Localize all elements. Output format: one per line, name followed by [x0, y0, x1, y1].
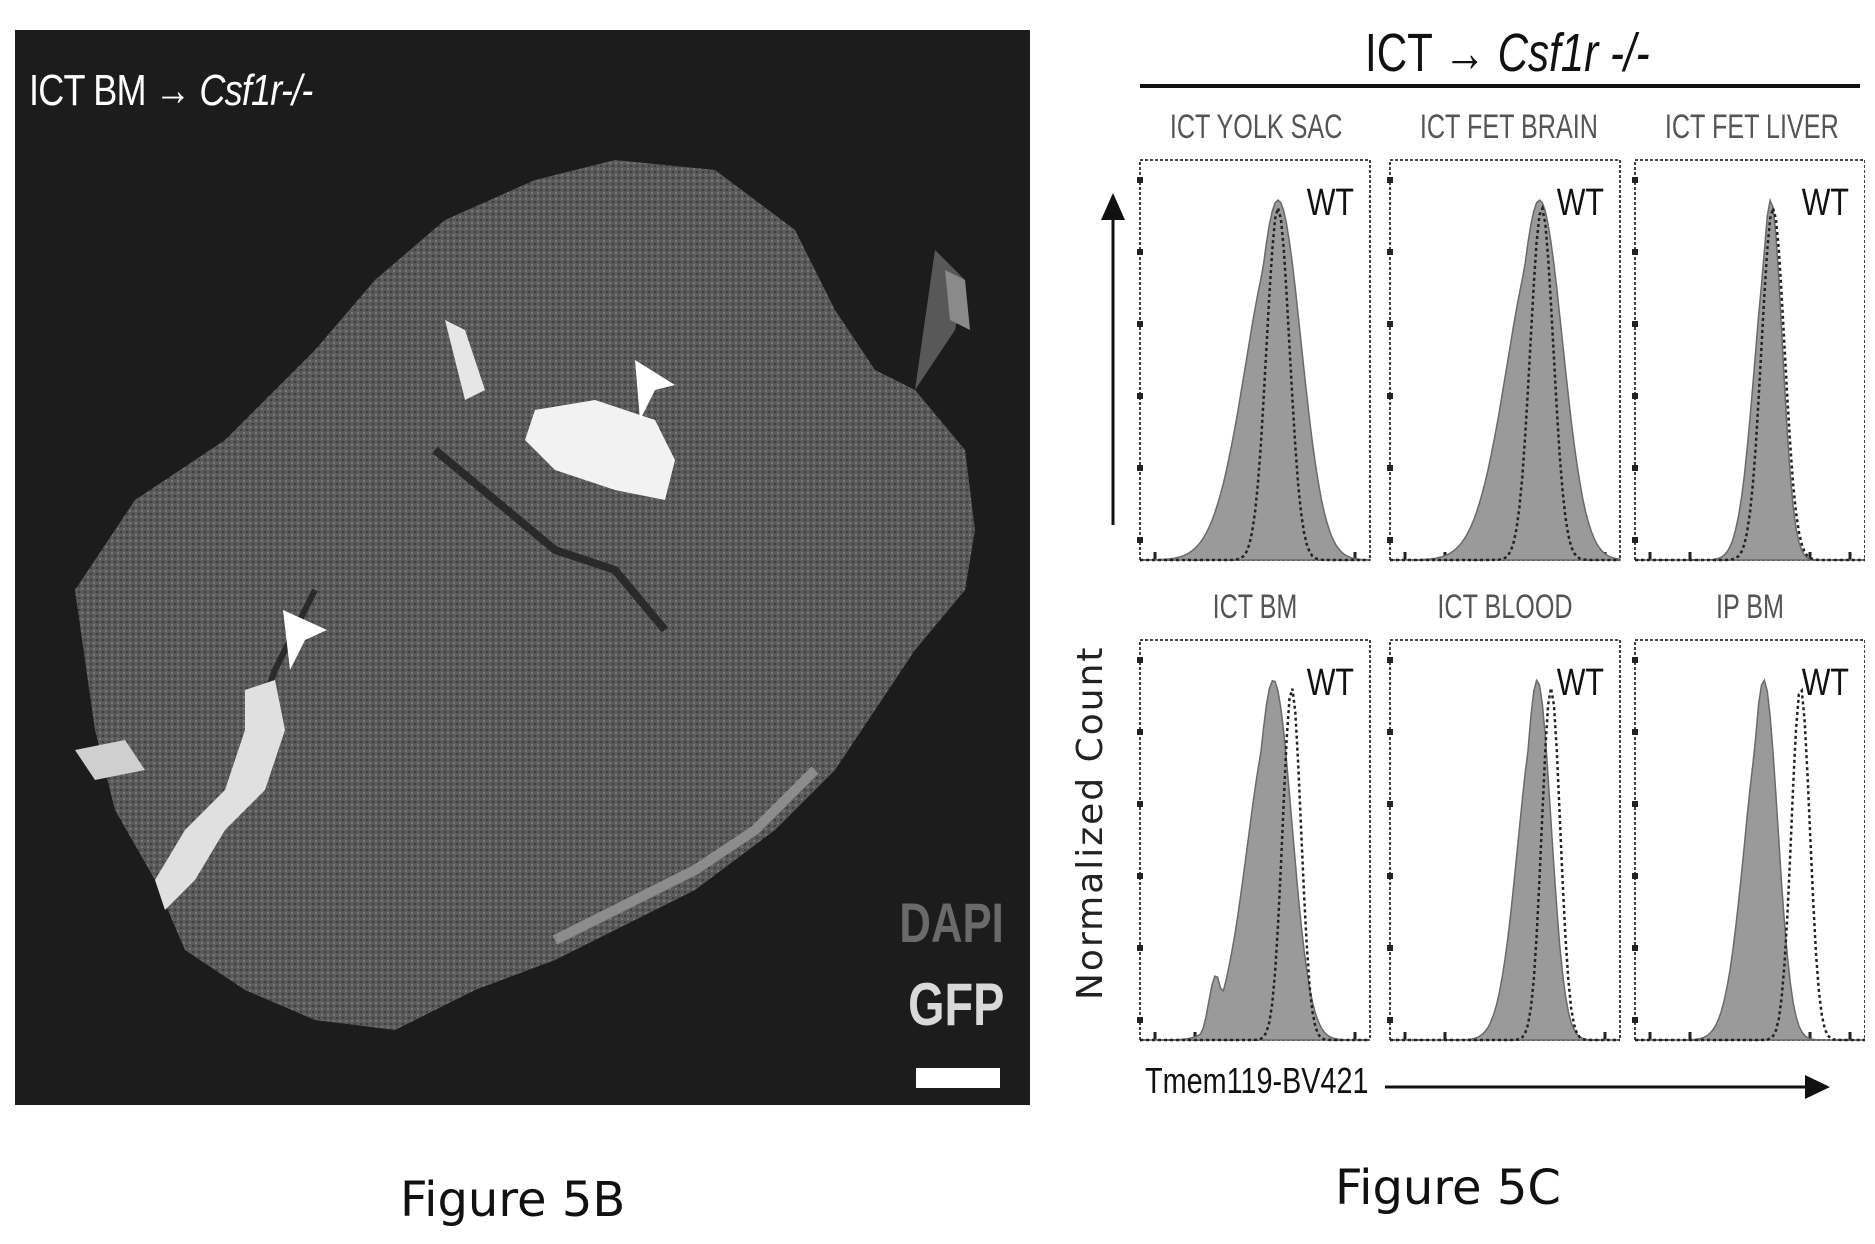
condition-label: ICT YOLK SAC [1169, 108, 1343, 146]
y-tick [1387, 729, 1393, 735]
sample-histogram [1635, 678, 1865, 1041]
y-tick [1137, 321, 1143, 327]
y-tick [1137, 729, 1143, 735]
x-axis-label: Tmem119-BV421 [1145, 1060, 1369, 1101]
histogram-panel: WT [1137, 159, 1371, 562]
sample-histogram [1140, 679, 1370, 1041]
y-tick [1632, 465, 1638, 471]
y-tick [1632, 393, 1638, 399]
y-tick [1387, 873, 1393, 879]
y-axis-arrow [1101, 193, 1125, 525]
tissue-section [75, 160, 975, 1030]
micrograph-panel: ICT BM → Csf1r-/- DAPI GFP [15, 30, 1030, 1105]
wt-label: WT [1307, 182, 1354, 224]
wt-label: WT [1802, 662, 1849, 704]
wt-label: WT [1557, 662, 1604, 704]
y-axis-label: Normalized Count [1070, 645, 1111, 1000]
wt-histogram [1635, 203, 1865, 562]
y-tick [1387, 945, 1393, 951]
y-tick [1387, 537, 1393, 543]
y-tick [1387, 393, 1393, 399]
sample-histogram [1390, 198, 1621, 561]
wt-histogram [1390, 204, 1620, 562]
histogram-title: ICT → Csf1r -/- [1365, 23, 1650, 83]
y-tick [1632, 801, 1638, 807]
y-tick [1137, 657, 1143, 663]
y-tick [1137, 873, 1143, 879]
y-tick [1387, 177, 1393, 183]
y-tick [1632, 657, 1638, 663]
y-tick [1387, 801, 1393, 807]
scale-bar [916, 1068, 1000, 1088]
figure-caption-5b: Figure 5B [400, 1172, 626, 1228]
x-axis-arrow [1385, 1075, 1830, 1099]
micrograph-title: ICT BM → Csf1r-/- [29, 66, 313, 115]
wt-histogram [1635, 687, 1865, 1042]
y-tick [1632, 729, 1638, 735]
arrowhead-upper [635, 360, 675, 420]
condition-label: ICT FET BRAIN [1419, 108, 1598, 146]
histogram-panel: WT [1632, 639, 1865, 1042]
histogram-panel: WT [1387, 159, 1621, 562]
legend-dapi: DAPI [899, 891, 1004, 954]
sample-histogram [1140, 198, 1371, 561]
gfp-region-upper [525, 400, 675, 500]
micrograph-image [75, 160, 975, 1030]
y-tick [1387, 249, 1393, 255]
wt-histogram [1140, 688, 1370, 1042]
y-tick [1387, 1017, 1393, 1023]
figure-caption-5c: Figure 5C [1335, 1160, 1561, 1216]
condition-label: ICT BLOOD [1437, 588, 1573, 626]
histogram-grid: WT WT WT WT WT WT [1137, 159, 1865, 1042]
histogram-panel: WT [1137, 639, 1371, 1042]
wt-label: WT [1307, 662, 1354, 704]
sample-histogram [1390, 678, 1620, 1041]
y-tick [1632, 537, 1638, 543]
histogram-panel: WT [1632, 159, 1865, 562]
wt-histogram [1140, 203, 1370, 562]
y-tick [1137, 249, 1143, 255]
y-tick [1137, 1017, 1143, 1023]
condition-label: ICT BM [1212, 588, 1298, 626]
y-tick [1632, 1017, 1638, 1023]
legend-gfp: GFP [907, 971, 1004, 1038]
y-tick [1387, 657, 1393, 663]
wt-histogram [1390, 687, 1620, 1042]
condition-label: ICT FET LIVER [1664, 108, 1839, 146]
y-tick [1632, 873, 1638, 879]
y-tick [1387, 465, 1393, 471]
y-tick [1137, 393, 1143, 399]
wt-label: WT [1802, 182, 1849, 224]
histogram-panel: WT [1387, 639, 1621, 1042]
arrowhead-lower [283, 610, 327, 670]
y-tick [1137, 465, 1143, 471]
y-tick [1387, 321, 1393, 327]
y-tick [1137, 801, 1143, 807]
y-tick [1137, 537, 1143, 543]
y-tick [1632, 249, 1638, 255]
y-tick [1632, 945, 1638, 951]
title-underline [1140, 84, 1860, 88]
wt-label: WT [1557, 182, 1604, 224]
y-tick [1632, 321, 1638, 327]
condition-label: IP BM [1715, 588, 1785, 626]
y-tick [1137, 945, 1143, 951]
y-tick [1137, 177, 1143, 183]
gfp-region-lower [155, 680, 285, 910]
y-tick [1632, 177, 1638, 183]
